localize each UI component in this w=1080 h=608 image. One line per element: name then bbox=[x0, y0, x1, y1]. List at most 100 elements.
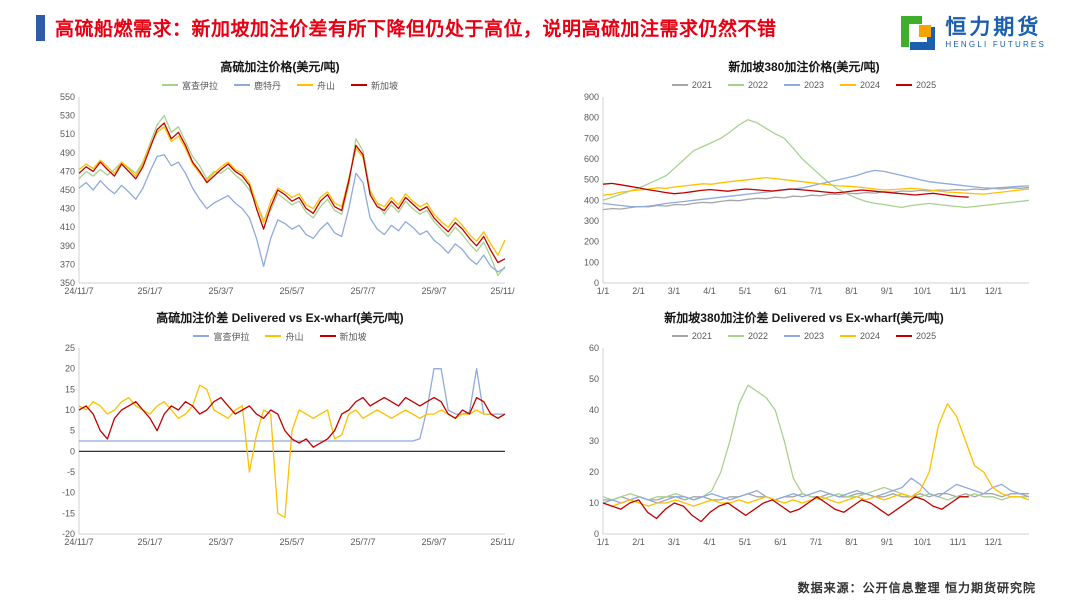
y-tick-label: 0 bbox=[594, 529, 599, 539]
chart-title: 新加坡380加注价格(美元/吨) bbox=[728, 60, 880, 74]
chart-hsfo-bunker-spread: 高硫加注价差 Delivered vs Ex-wharf(美元/吨) 富查伊拉 舟… bbox=[40, 303, 520, 552]
legend-label: 新加坡 bbox=[339, 331, 367, 342]
x-tick-label: 11/1 bbox=[950, 537, 967, 547]
y-tick-label: 450 bbox=[60, 185, 75, 195]
series-line-2025 bbox=[602, 496, 969, 523]
legend-label: 舟山 bbox=[317, 80, 336, 91]
legend-label: 2022 bbox=[747, 331, 768, 341]
y-tick-label: -5 bbox=[67, 467, 75, 477]
y-tick-label: 5 bbox=[70, 426, 75, 436]
x-tick-label: 25/5/7 bbox=[279, 286, 304, 296]
y-tick-label: 490 bbox=[60, 148, 75, 158]
y-tick-label: 350 bbox=[60, 278, 75, 288]
y-tick-label: 15 bbox=[65, 384, 75, 394]
legend-item-2022: 2022 bbox=[727, 331, 768, 341]
x-tick-label: 9/1 bbox=[881, 286, 894, 296]
chart-hsfo-bunker-price: 高硫加注价格(美元/吨) 富查伊拉 鹿特丹 舟山 新加坡 350 370 390 410 43… bbox=[40, 52, 520, 301]
y-tick-label: -20 bbox=[62, 529, 75, 539]
y-tick-label: 50 bbox=[589, 374, 599, 384]
x-tick-label: 6/1 bbox=[774, 537, 787, 547]
legend-item-2023: 2023 bbox=[783, 80, 824, 90]
legend-item-2024: 2024 bbox=[840, 331, 880, 341]
y-tick-label: 0 bbox=[594, 278, 599, 288]
legend-swatch bbox=[896, 335, 913, 337]
y-tick-label: -15 bbox=[62, 508, 75, 518]
legend-label: 2025 bbox=[916, 331, 937, 341]
x-tick-label: 1/1 bbox=[597, 286, 610, 296]
legend-swatch bbox=[671, 84, 688, 86]
series-line-2023 bbox=[602, 477, 1030, 504]
x-tick-label: 25/1/7 bbox=[137, 286, 162, 296]
legend-swatch bbox=[233, 84, 250, 86]
legend-swatch bbox=[783, 335, 800, 337]
legend-label: 2021 bbox=[691, 331, 712, 341]
y-tick-label: 10 bbox=[65, 405, 75, 415]
legend-label: 富查伊拉 bbox=[181, 80, 218, 91]
legend-label: 2021 bbox=[691, 80, 712, 90]
legend-swatch bbox=[297, 84, 313, 86]
legend-swatch bbox=[161, 84, 178, 86]
x-tick-label: 25/7/7 bbox=[350, 537, 375, 547]
x-tick-label: 25/3/7 bbox=[208, 286, 233, 296]
x-tick-label: 25/9/7 bbox=[421, 286, 446, 296]
legend-item-富查伊拉: 富查伊拉 bbox=[161, 79, 218, 92]
x-tick-label: 3/1 bbox=[668, 537, 681, 547]
x-tick-label: 25/5/7 bbox=[279, 537, 304, 547]
legend-swatch bbox=[783, 84, 800, 86]
y-tick-label: 600 bbox=[584, 154, 599, 164]
legend-item-2021: 2021 bbox=[671, 80, 712, 90]
legend-label: 2024 bbox=[860, 331, 881, 341]
y-tick-label: 550 bbox=[60, 92, 75, 102]
logo-text: 恒力期货 HENGLI FUTURES bbox=[945, 16, 1046, 50]
y-tick-label: 400 bbox=[584, 195, 599, 205]
series-line-鹿特丹 bbox=[78, 154, 506, 273]
series-line-富查伊拉 bbox=[78, 114, 506, 277]
chart-singapore-380-spread: 新加坡380加注价差 Delivered vs Ex-wharf(美元/吨) 2… bbox=[564, 303, 1044, 552]
series-line-新加坡 bbox=[78, 122, 506, 264]
x-tick-label: 24/11/7 bbox=[64, 537, 93, 547]
title-bar: 高硫船燃需求：新加坡加注价差有所下降但仍处于高位，说明高硫加注需求仍然不错 bbox=[36, 14, 777, 41]
legend-label: 2025 bbox=[916, 80, 937, 90]
y-tick-label: 800 bbox=[584, 113, 599, 123]
y-tick-label: 10 bbox=[589, 498, 599, 508]
series-line-2022 bbox=[602, 119, 1030, 209]
chart-legend: 富查伊拉 鹿特丹 舟山 新加坡 bbox=[161, 79, 398, 92]
y-tick-label: 430 bbox=[60, 204, 75, 214]
legend-label: 2024 bbox=[860, 80, 881, 90]
x-tick-label: 4/1 bbox=[703, 537, 716, 547]
legend-swatch bbox=[351, 84, 368, 86]
series-line-2022 bbox=[602, 384, 1029, 501]
x-tick-label: 25/7/7 bbox=[350, 286, 375, 296]
legend-item-2022: 2022 bbox=[727, 80, 768, 90]
y-tick-label: 20 bbox=[65, 364, 75, 374]
series-line-2023 bbox=[602, 169, 1030, 208]
y-tick-label: 300 bbox=[584, 216, 599, 226]
legend-item-舟山: 舟山 bbox=[265, 330, 304, 343]
series-line-2021 bbox=[602, 186, 1030, 211]
legend-swatch bbox=[671, 335, 688, 337]
y-tick-label: 510 bbox=[60, 129, 75, 139]
logo-name-en: HENGLI FUTURES bbox=[945, 40, 1046, 50]
y-tick-label: 100 bbox=[584, 257, 599, 267]
x-tick-label: 5/1 bbox=[739, 537, 752, 547]
y-tick-label: 470 bbox=[60, 166, 75, 176]
y-tick-label: 390 bbox=[60, 241, 75, 251]
legend-label: 富查伊拉 bbox=[213, 331, 250, 342]
legend-swatch bbox=[319, 335, 336, 337]
legend-item-舟山: 舟山 bbox=[297, 79, 335, 92]
legend-item-新加坡: 新加坡 bbox=[319, 330, 367, 343]
legend-swatch bbox=[840, 84, 857, 86]
x-tick-label: 10/1 bbox=[914, 537, 932, 547]
legend-item-2023: 2023 bbox=[783, 331, 824, 341]
legend-swatch bbox=[727, 84, 744, 86]
x-tick-label: 25/11/7 bbox=[490, 537, 515, 547]
header: 高硫船燃需求：新加坡加注价差有所下降但仍处于高位，说明高硫加注需求仍然不错 恒力… bbox=[0, 0, 1080, 50]
chart-title: 高硫加注价格(美元/吨) bbox=[220, 60, 340, 74]
data-source-note: 数据来源：公开信息整理 恒力期货研究院 bbox=[797, 581, 1036, 595]
legend-item-2025: 2025 bbox=[896, 80, 936, 90]
y-tick-label: 25 bbox=[65, 343, 75, 353]
hengli-logo-icon bbox=[901, 16, 936, 50]
legend-item-富查伊拉: 富查伊拉 bbox=[193, 330, 249, 343]
x-tick-label: 3/1 bbox=[668, 286, 681, 296]
